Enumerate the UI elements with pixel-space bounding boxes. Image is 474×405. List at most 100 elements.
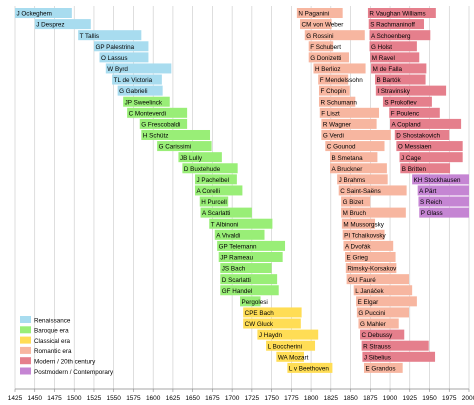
bar-a-scarlatti xyxy=(200,207,252,218)
legend-label-renaissance: Renaissance xyxy=(34,317,71,324)
bar-label-d-shostakovich: D Shostakovich xyxy=(396,133,440,140)
bar-label-wa-mozart: WA Mozart xyxy=(278,354,309,361)
composer-bar-gp-palestrina: GP Palestrina xyxy=(93,41,149,52)
bar-r-wagner xyxy=(321,118,377,129)
composer-bar-gp-telemann: GP Telemann xyxy=(217,240,286,251)
bar-label-n-paganini: N Paganini xyxy=(298,11,329,18)
bar-label-tl-de-victoria: TL de Victoria xyxy=(114,77,153,84)
bar-gp-telemann xyxy=(217,240,286,251)
bar-label-c-saint-saens: C Saint-Saëns xyxy=(340,188,381,195)
composer-bar-t-albinoni: T Albinoni xyxy=(209,218,273,229)
x-tick-label-1600: 1600 xyxy=(146,395,161,402)
bar-a-corelli xyxy=(195,185,243,196)
bar-pergolesi xyxy=(240,296,261,307)
bar-label-m-de-falla: M de Falla xyxy=(373,66,403,73)
bar-label-g-puccini: G Puccini xyxy=(358,310,385,317)
bar-cpe-bach xyxy=(243,307,302,318)
composer-bar-g-carissimi: G Carissimi xyxy=(157,141,212,152)
legend-swatch-modern xyxy=(20,357,31,365)
bar-t-albinoni xyxy=(209,218,273,229)
bar-label-g-bizet: G Bizet xyxy=(343,199,364,206)
bar-m-mussorgsky xyxy=(341,218,376,229)
composer-bar-gu-faure: GU Fauré xyxy=(346,274,409,285)
composer-bar-r-schumann: R Schumann xyxy=(318,96,357,107)
bar-label-f-schubert: F Schubert xyxy=(310,44,341,51)
bar-label-gu-faure: GU Fauré xyxy=(348,277,376,284)
bar-label-g-gabrieli: G Gabrieli xyxy=(119,88,147,95)
legend-item-romantic: Romantic era xyxy=(20,346,72,355)
composer-bar-m-de-falla: M de Falla xyxy=(371,63,427,74)
bar-label-a-dvorak: A Dvořák xyxy=(345,243,371,250)
composer-bar-a-dvorak: A Dvořák xyxy=(343,240,394,251)
composer-bar-a-schoenberg: A Schoenberg xyxy=(369,30,431,41)
bar-tl-de-victoria xyxy=(112,74,162,85)
composer-bar-c-monteverdi: C Monteverdi xyxy=(127,107,188,118)
bar-s-reich xyxy=(418,196,469,207)
x-tick-label-1500: 1500 xyxy=(67,395,82,402)
bar-label-r-strauss: R Strauss xyxy=(363,343,391,350)
x-tick-label-1800: 1800 xyxy=(304,395,319,402)
bar-l-janacek xyxy=(353,285,413,296)
bar-h-purcell xyxy=(199,196,229,207)
bar-l-v-beethoven xyxy=(287,362,333,373)
bar-label-h-schutz: H Schütz xyxy=(143,133,169,140)
composer-bar-w-byrd: W Byrd xyxy=(105,63,172,74)
x-tick-label-1625: 1625 xyxy=(166,395,181,402)
bar-label-r-vaughan-williams: R Vaughan Williams xyxy=(369,11,425,18)
bar-label-c-debussy: C Debussy xyxy=(362,332,394,339)
bar-j-desprez xyxy=(34,19,91,30)
bar-label-e-elgar: E Elgar xyxy=(358,299,379,306)
composer-bar-b-britten: B Britten xyxy=(400,163,451,174)
composer-bar-c-gounod: C Gounod xyxy=(325,141,385,152)
bar-a-schoenberg xyxy=(369,30,431,41)
bar-f-chopin xyxy=(318,85,350,96)
x-tick-label-1950: 1950 xyxy=(422,395,437,402)
bar-label-h-berlioz: H Berlioz xyxy=(315,66,341,73)
bar-label-d-buxtehude: D Buxtehude xyxy=(184,166,221,173)
bar-c-gounod xyxy=(325,141,385,152)
x-tick-label-1650: 1650 xyxy=(185,395,200,402)
composer-bar-j-pachelbel: J Pachelbel xyxy=(195,174,237,185)
legend-label-modern: Modern / 20th century xyxy=(34,359,96,366)
composer-bar-a-vivaldi: A Vivaldi xyxy=(214,229,265,240)
bar-label-jb-lully: JB Lully xyxy=(180,155,203,162)
x-tick-label-1900: 1900 xyxy=(383,395,398,402)
bar-a-copland xyxy=(390,118,462,129)
bar-label-m-bruch: M Bruch xyxy=(343,210,367,217)
bar-f-poulenc xyxy=(389,107,440,118)
composer-bar-pi-tchaikovsky: PI Tchaikovsky xyxy=(342,229,387,240)
x-tick-label-1525: 1525 xyxy=(87,395,102,402)
composer-bar-m-bruch: M Bruch xyxy=(341,207,406,218)
bar-label-s-reich: S Reich xyxy=(420,199,443,206)
bar-r-vaughan-williams xyxy=(367,8,436,18)
bar-j-haydn xyxy=(257,329,319,340)
bar-label-a-vivaldi: A Vivaldi xyxy=(216,232,240,239)
bar-label-c-gounod: C Gounod xyxy=(327,144,356,151)
bar-label-d-scarlatti: D Scarlatti xyxy=(222,277,251,284)
x-tick-label-1675: 1675 xyxy=(205,395,220,402)
bar-label-t-tallis: T Tallis xyxy=(80,33,99,40)
bar-label-i-stravinsky: I Stravinsky xyxy=(377,88,410,95)
bar-label-a-schoenberg: A Schoenberg xyxy=(371,33,411,40)
bar-s-prokofiev xyxy=(382,96,432,107)
legend-label-romantic: Romantic era xyxy=(34,348,72,355)
composer-bar-a-corelli: A Corelli xyxy=(195,185,243,196)
x-tick-label-1575: 1575 xyxy=(126,395,141,402)
composer-bar-gf-handel: GF Handel xyxy=(220,285,279,296)
bar-label-e-grandos: E Grandos xyxy=(365,365,395,372)
x-tick-label-1775: 1775 xyxy=(284,395,299,402)
bar-gf-handel xyxy=(220,285,279,296)
bar-f-schubert xyxy=(308,41,334,52)
bar-label-kh-stockhausen: KH Stockhausen xyxy=(414,177,461,184)
bar-l-boccherini xyxy=(266,340,316,351)
bar-j-cage xyxy=(399,152,463,163)
bar-a-part xyxy=(417,185,469,196)
bar-label-o-lassus: O Lassus xyxy=(101,55,128,62)
bar-a-vivaldi xyxy=(214,229,265,240)
composer-bar-a-copland: A Copland xyxy=(390,118,462,129)
bar-label-b-smetana: B Smetana xyxy=(332,155,364,162)
bar-label-j-pachelbel: J Pachelbel xyxy=(197,177,230,184)
bar-o-lassus xyxy=(99,52,149,63)
bar-label-a-scarlatti: A Scarlatti xyxy=(202,210,230,217)
